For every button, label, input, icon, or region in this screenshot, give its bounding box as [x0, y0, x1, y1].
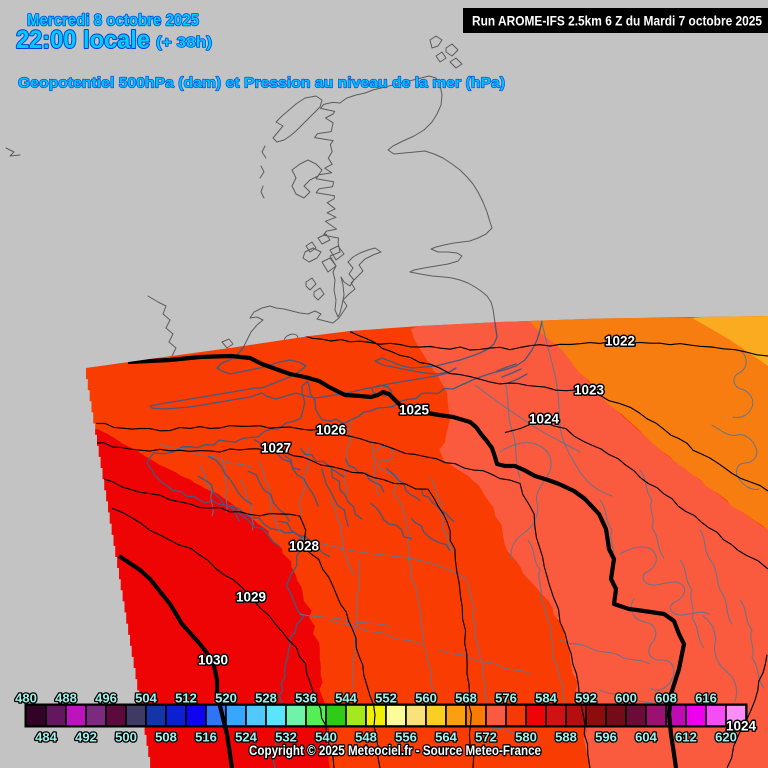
svg-text:536: 536 [295, 691, 317, 706]
svg-text:480: 480 [15, 691, 37, 706]
svg-text:552: 552 [375, 691, 397, 706]
svg-text:544: 544 [335, 691, 357, 706]
svg-text:504: 504 [135, 691, 157, 706]
svg-text:580: 580 [515, 730, 537, 745]
svg-text:560: 560 [415, 691, 437, 706]
svg-text:488: 488 [55, 691, 77, 706]
svg-text:500: 500 [115, 730, 137, 745]
svg-text:612: 612 [675, 730, 697, 745]
svg-text:532: 532 [275, 730, 297, 745]
svg-text:604: 604 [635, 730, 657, 745]
svg-text:1026: 1026 [316, 423, 347, 438]
svg-text:484: 484 [35, 730, 57, 745]
svg-text:1024: 1024 [726, 719, 757, 734]
svg-text:492: 492 [75, 730, 97, 745]
svg-text:572: 572 [475, 730, 497, 745]
svg-text:1023: 1023 [574, 383, 605, 398]
svg-text:528: 528 [255, 691, 277, 706]
svg-text:508: 508 [155, 730, 177, 745]
svg-text:Copyright © 2025 Meteociel.fr: Copyright © 2025 Meteociel.fr - Source M… [249, 743, 541, 758]
svg-text:592: 592 [575, 691, 597, 706]
svg-text:Geopotentiel 500hPa (dam) et P: Geopotentiel 500hPa (dam) et Pression au… [18, 75, 505, 92]
svg-text:540: 540 [315, 730, 337, 745]
svg-text:564: 564 [435, 730, 457, 745]
svg-text:588: 588 [555, 730, 577, 745]
svg-text:496: 496 [95, 691, 117, 706]
svg-text:576: 576 [495, 691, 517, 706]
svg-text:512: 512 [175, 691, 197, 706]
svg-text:1028: 1028 [289, 539, 320, 554]
svg-text:616: 616 [695, 691, 717, 706]
svg-text:556: 556 [395, 730, 417, 745]
svg-text:608: 608 [655, 691, 677, 706]
svg-text:516: 516 [195, 730, 217, 745]
svg-text:596: 596 [595, 730, 617, 745]
svg-text:Run AROME-IFS 2.5km 6 Z du Mar: Run AROME-IFS 2.5km 6 Z du Mardi 7 octob… [472, 13, 762, 29]
svg-text:22:00 locale: 22:00 locale [16, 26, 150, 54]
svg-text:620: 620 [715, 730, 737, 745]
svg-text:1030: 1030 [198, 653, 228, 668]
svg-text:1025: 1025 [399, 403, 430, 418]
svg-text:1024: 1024 [529, 412, 560, 427]
svg-text:1022: 1022 [605, 334, 635, 349]
svg-text:568: 568 [455, 691, 477, 706]
svg-text:(+ 38h): (+ 38h) [156, 34, 212, 51]
svg-text:524: 524 [235, 730, 257, 745]
svg-text:584: 584 [535, 691, 557, 706]
svg-text:Mercredi 8 octobre 2025: Mercredi 8 octobre 2025 [27, 11, 199, 30]
svg-text:520: 520 [215, 691, 237, 706]
svg-text:600: 600 [615, 691, 637, 706]
svg-text:1027: 1027 [261, 441, 291, 456]
svg-text:548: 548 [355, 730, 377, 745]
svg-text:1029: 1029 [236, 590, 266, 605]
